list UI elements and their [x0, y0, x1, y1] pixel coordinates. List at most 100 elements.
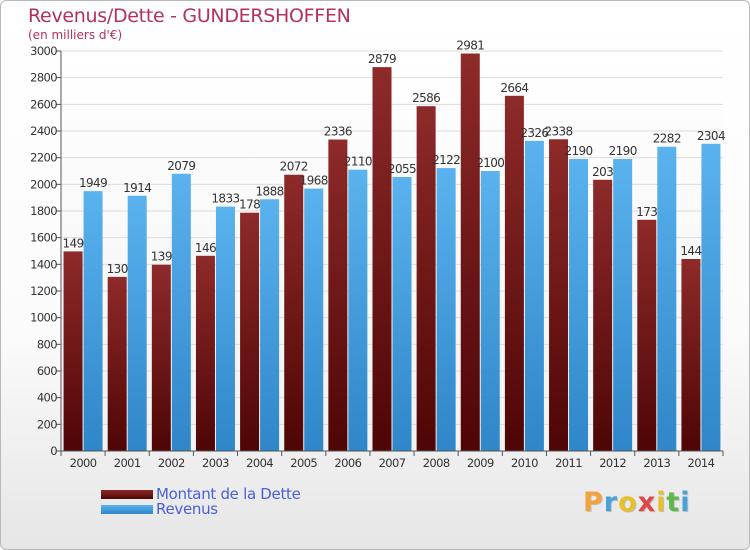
- revenue-value-label-2003: 1833: [211, 192, 239, 206]
- revenue-value-label-2006: 2110: [344, 155, 372, 169]
- legend-label-revenue: Revenus: [156, 500, 218, 518]
- debt-bar-2008: [416, 106, 436, 451]
- y-tick-label: 2400: [30, 124, 57, 138]
- debt-bar-2007: [372, 67, 392, 451]
- x-tick-label: 2000: [70, 456, 97, 470]
- x-tick-label: 2011: [555, 456, 582, 470]
- y-tick-label: 2600: [30, 97, 57, 111]
- revenue-value-label-2000: 1949: [79, 176, 107, 190]
- x-tick-label: 2002: [158, 456, 185, 470]
- debt-value-label-2014: 144: [680, 244, 701, 258]
- debt-value-label-2000: 149: [63, 236, 84, 250]
- revenue-value-label-2011: 2190: [564, 144, 592, 158]
- y-tick-label: 2200: [30, 151, 57, 165]
- revenue-bar-2008: [436, 168, 456, 452]
- revenue-value-label-2005: 1968: [300, 174, 328, 188]
- debt-value-label-2001: 130: [107, 262, 128, 276]
- revenue-bar-2011: [569, 159, 589, 451]
- logo-letter: r: [603, 487, 619, 518]
- debt-value-label-2007: 2879: [368, 52, 396, 66]
- x-tick-label: 2003: [202, 456, 229, 470]
- debt-value-label-2009: 2981: [456, 39, 484, 53]
- debt-bar-2003: [195, 255, 215, 451]
- revenue-value-label-2009: 2100: [476, 156, 504, 170]
- revenue-value-label-2007: 2055: [388, 162, 416, 176]
- logo-letter: o: [618, 487, 638, 518]
- debt-value-label-2002: 139: [151, 250, 172, 264]
- y-tick-label: 2800: [30, 71, 57, 85]
- revenue-bar-2005: [304, 188, 324, 451]
- x-tick-label: 2014: [687, 456, 714, 470]
- x-tick-label: 2001: [114, 456, 141, 470]
- chart-title: Revenus/Dette - GUNDERSHOFFEN: [28, 5, 351, 27]
- debt-value-label-2005: 2072: [280, 160, 308, 174]
- revenue-bar-2012: [613, 159, 633, 451]
- x-tick-label: 2010: [511, 456, 538, 470]
- revenue-value-label-2002: 2079: [167, 159, 195, 173]
- debt-bar-2013: [637, 219, 657, 451]
- revenue-bar-2004: [260, 199, 280, 451]
- revenue-value-label-2004: 1888: [256, 184, 284, 198]
- revenue-value-label-2012: 2190: [609, 144, 637, 158]
- debt-value-label-2003: 146: [195, 241, 216, 255]
- debt-bar-2001: [107, 276, 127, 451]
- revenue-bar-2010: [524, 140, 544, 451]
- debt-value-label-2013: 173: [636, 205, 657, 219]
- logo-letter: t: [666, 487, 681, 518]
- debt-bar-2011: [549, 139, 569, 451]
- x-tick-label: 2009: [467, 456, 494, 470]
- revenue-value-label-2010: 2326: [520, 126, 548, 140]
- x-tick-label: 2007: [379, 456, 406, 470]
- revenue-bar-2001: [127, 195, 147, 451]
- revenue-value-label-2001: 1914: [123, 181, 151, 195]
- debt-bar-2005: [284, 174, 304, 451]
- debt-bar-2009: [460, 53, 480, 452]
- y-tick-label: 1800: [30, 204, 57, 218]
- debt-bar-2002: [151, 264, 171, 451]
- revenue-bar-2002: [171, 173, 191, 452]
- logo-letter: P: [583, 487, 604, 518]
- chart-subtitle: (en milliers d'€): [28, 28, 123, 42]
- debt-value-label-2012: 203: [592, 165, 613, 179]
- x-tick-label: 2012: [599, 456, 626, 470]
- debt-bar-2014: [681, 259, 701, 451]
- legend-swatch-debt: [101, 490, 153, 499]
- y-tick-label: 1600: [30, 231, 57, 245]
- revenue-value-label-2013: 2282: [653, 132, 681, 146]
- y-tick-label: 1400: [30, 257, 57, 271]
- y-tick-label: 1000: [30, 311, 57, 325]
- x-tick-label: 2004: [246, 456, 273, 470]
- revenue-bar-2006: [348, 169, 368, 451]
- debt-bar-2012: [593, 179, 613, 452]
- logo-letter: i: [656, 487, 667, 518]
- x-tick-label: 2013: [643, 456, 670, 470]
- debt-value-label-2004: 178: [239, 198, 260, 212]
- logo-letter: i: [680, 487, 691, 518]
- revenue-bar-2009: [480, 171, 500, 451]
- legend-swatch-revenue: [101, 505, 153, 514]
- y-tick-label: 600: [37, 364, 57, 378]
- y-tick-label: 400: [37, 391, 57, 405]
- y-tick-label: 200: [37, 417, 57, 431]
- debt-bar-2006: [328, 139, 348, 452]
- revenue-bar-2000: [83, 191, 103, 451]
- debt-value-label-2010: 2664: [500, 81, 528, 95]
- debt-bar-2004: [240, 212, 260, 451]
- y-tick-label: 2000: [30, 177, 57, 191]
- plot-area: [61, 51, 723, 451]
- revenue-bar-2014: [701, 143, 721, 452]
- x-tick-label: 2006: [334, 456, 361, 470]
- revenue-value-label-2014: 2304: [697, 129, 725, 143]
- y-tick-label: 800: [37, 337, 57, 351]
- debt-value-label-2011: 2338: [544, 124, 572, 138]
- debt-bar-2000: [63, 251, 83, 451]
- revenue-value-label-2008: 2122: [432, 153, 460, 167]
- debt-value-label-2006: 2336: [324, 125, 352, 139]
- x-tick-label: 2005: [290, 456, 317, 470]
- x-tick-label: 2008: [423, 456, 450, 470]
- debt-bar-2010: [504, 95, 524, 452]
- revenue-bar-2013: [657, 146, 677, 451]
- y-tick-label: 1200: [30, 284, 57, 298]
